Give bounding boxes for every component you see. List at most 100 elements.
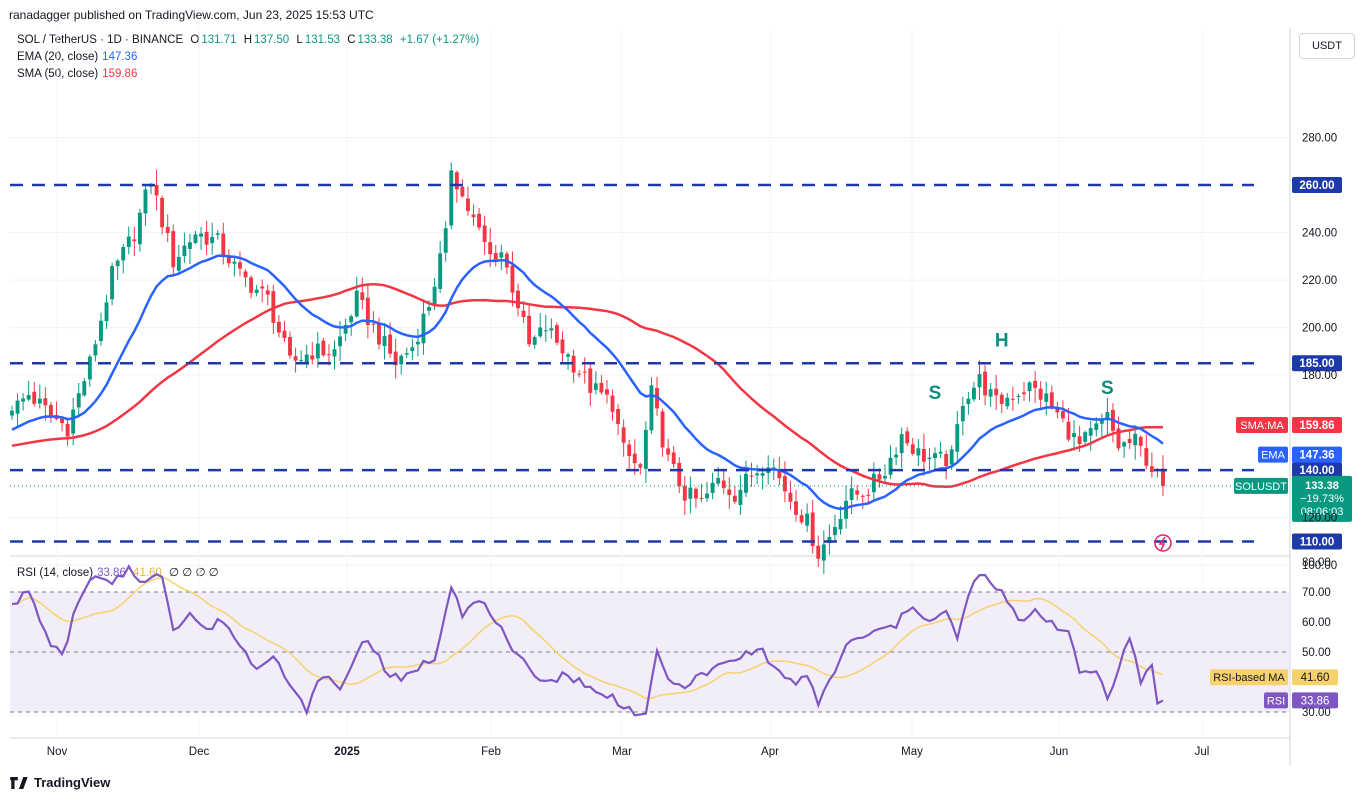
rsi-ma-legend-value: 41.60: [133, 567, 162, 579]
candle-body: [26, 394, 31, 400]
publisher-header: ranadagger published on TradingView.com,…: [9, 8, 374, 22]
rsi-ma-tag-value: 41.60: [1301, 672, 1330, 684]
candle-body: [1016, 395, 1021, 397]
sma-legend[interactable]: SMA (50, close) 159.86: [17, 68, 137, 80]
level-price-tag: [1292, 355, 1342, 372]
price-tick-label: 120.00: [1302, 513, 1337, 525]
candle-body: [827, 536, 832, 543]
sma-tag-label-tag: [1236, 416, 1288, 433]
last-price-change: −19.73%: [1300, 493, 1344, 505]
candle-body: [249, 277, 254, 293]
candle-body: [338, 336, 343, 347]
candle-body: [215, 233, 220, 235]
candle-body: [549, 328, 554, 331]
candle-body: [99, 320, 103, 342]
ema-20-line: [11, 254, 1164, 511]
ema-legend[interactable]: EMA (20, close) 147.36: [17, 51, 137, 63]
currency-selector[interactable]: USDT: [1299, 33, 1355, 59]
candle-body: [1072, 433, 1076, 438]
candle-body: [894, 454, 899, 458]
pattern-label-h: H: [995, 331, 1009, 352]
candle-body: [210, 237, 215, 244]
candle-body: [910, 444, 915, 454]
candle-body: [1038, 388, 1043, 400]
candle-body: [299, 360, 304, 362]
candle-body: [304, 354, 309, 363]
candle-body: [849, 488, 854, 500]
candle-body: [176, 256, 181, 271]
candle-body: [716, 477, 721, 484]
ema-tag-value: 147.36: [1299, 450, 1334, 462]
candle-body: [543, 330, 548, 332]
ema-legend-value: 147.36: [102, 51, 138, 63]
candle-body: [771, 467, 776, 469]
candle-body: [360, 292, 365, 300]
ohlc-close-key: C: [347, 34, 356, 46]
candle-body: [871, 473, 876, 493]
candle-body: [254, 289, 259, 293]
candle-body: [949, 449, 954, 465]
candle-body: [32, 391, 37, 404]
candle-body: [1027, 382, 1032, 392]
symbol-label[interactable]: SOL / TetherUS · 1D · BINANCE: [17, 34, 184, 46]
bar-countdown: 08:06:03: [1301, 506, 1344, 518]
candle-body: [121, 246, 126, 261]
ohlc-high-value: 137.50: [254, 34, 290, 46]
rsi-legend-label: RSI (14, close): [17, 567, 94, 579]
candle-body: [655, 387, 659, 409]
alert-bolt-icon: [1158, 536, 1166, 551]
rsi-line: [11, 564, 1164, 717]
candle-body: [933, 453, 937, 459]
candle-body: [1033, 380, 1038, 388]
candle-body: [532, 337, 537, 345]
level-price-tag: [1292, 533, 1342, 550]
rsi-ma-tag-value-tag: [1292, 669, 1338, 686]
change-value: +1.67 (+1.27%): [399, 34, 480, 46]
candle-body: [927, 457, 932, 460]
pattern-label-s: S: [1101, 378, 1114, 399]
alert-badge-icon: [1154, 534, 1172, 552]
candle-body: [315, 343, 320, 359]
candle-body: [449, 170, 454, 226]
candle-body: [821, 544, 826, 561]
time-tick-label: Jul: [1195, 746, 1210, 758]
candle-body: [293, 356, 298, 361]
candle-body: [738, 489, 743, 505]
candle-body: [1161, 468, 1165, 486]
candle-body: [271, 291, 276, 323]
candle-body: [288, 337, 292, 356]
candle-body: [944, 454, 949, 466]
candle-body: [1055, 408, 1060, 413]
candle-body: [521, 310, 526, 317]
candle-body: [471, 214, 476, 218]
time-tick-label: 2025: [334, 746, 360, 758]
candle-body: [582, 371, 587, 373]
candle-body: [593, 383, 598, 390]
candle-body: [649, 385, 654, 431]
candle-body: [605, 389, 609, 395]
time-tick-label: Nov: [47, 746, 68, 758]
candle-body: [660, 411, 665, 448]
candle-body: [238, 262, 242, 269]
symbol-tag: [1234, 477, 1288, 494]
candle-body: [126, 236, 131, 248]
candle-body: [466, 198, 470, 212]
candle-body: [749, 475, 754, 477]
candle-body: [866, 494, 871, 496]
candle-body: [983, 371, 988, 396]
candle-body: [15, 400, 20, 414]
candle-body: [493, 253, 498, 261]
tradingview-footer[interactable]: TradingView: [10, 775, 110, 790]
candle-body: [54, 414, 59, 420]
candle-body: [204, 231, 209, 245]
candle-body: [165, 226, 170, 234]
candle-body: [516, 290, 520, 309]
sma-tag-value: 159.86: [1299, 420, 1334, 432]
time-tick-label: Dec: [189, 746, 210, 758]
candle-body: [499, 252, 504, 258]
candle-body: [1049, 392, 1054, 407]
ohlc-low-value: 131.53: [304, 34, 341, 46]
rsi-legend[interactable]: RSI (14, close) 33.86 41.60 ∅ ∅ ∅ ∅: [17, 565, 219, 579]
candle-body: [1149, 466, 1154, 472]
rsi-ma-tag-label: RSI-based MA: [1213, 672, 1285, 684]
